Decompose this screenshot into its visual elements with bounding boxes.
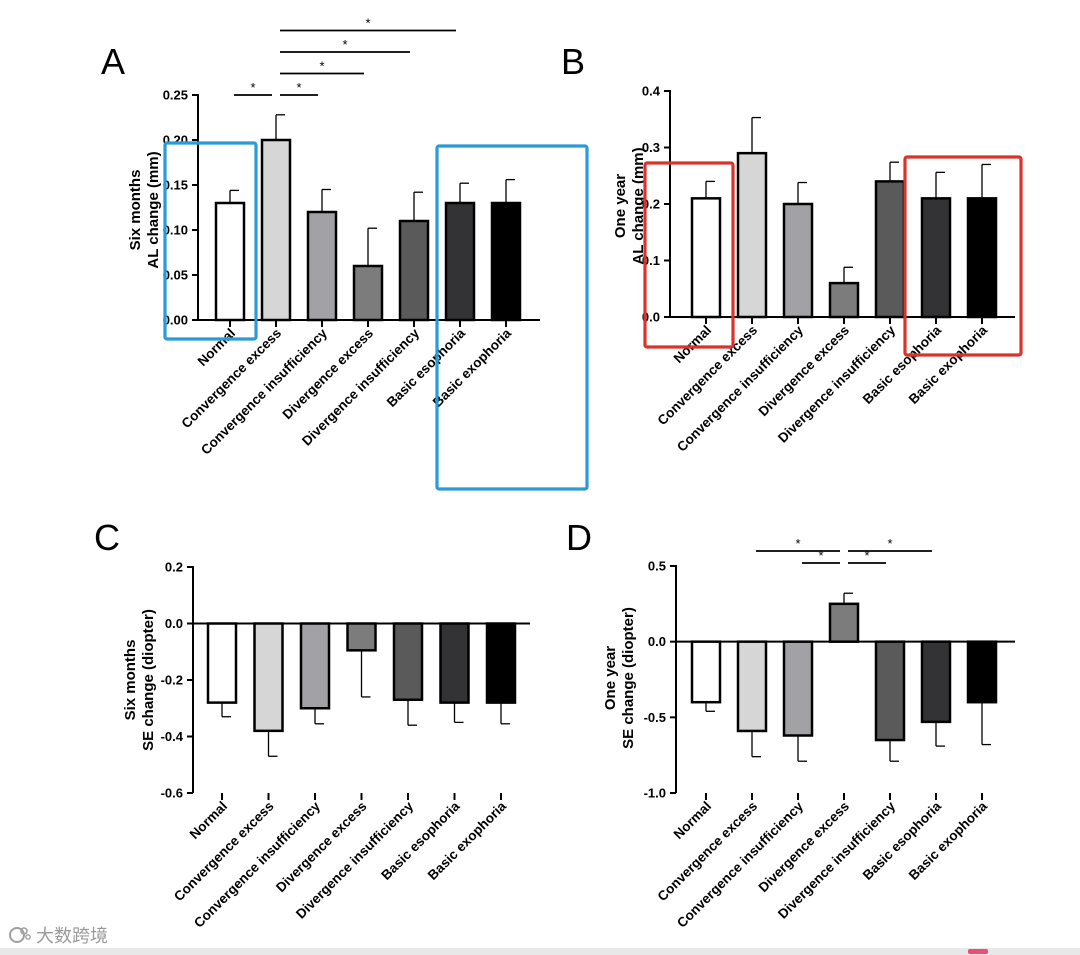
- bar: [253, 622, 284, 733]
- chart-panel-c: C Six monthsSE change (diopter) -0.6 -0.4 -0…: [94, 517, 530, 931]
- category-label: Basic esophoria: [378, 798, 463, 883]
- significance-star: *: [319, 59, 324, 74]
- y-tick-label: -0.4: [161, 729, 184, 744]
- panel-letter: C: [94, 517, 120, 558]
- highlight-box: [643, 161, 735, 349]
- bar: [206, 622, 238, 704]
- bar: [736, 151, 768, 319]
- y-axis-label-line: One year: [602, 646, 619, 710]
- bar: [490, 201, 522, 322]
- y-axis-label: One yearAL change (mm): [612, 147, 647, 264]
- category-label: Basic esophoria: [384, 325, 469, 410]
- y-tick-label: 0.00: [163, 313, 188, 328]
- bar: [966, 640, 998, 704]
- bottom-scrollbar: [0, 948, 1080, 955]
- y-tick-label: 0.05: [163, 268, 188, 283]
- bar: [444, 201, 476, 322]
- significance-star: *: [296, 80, 301, 95]
- scroll-indicator: [968, 949, 988, 954]
- bar: [690, 197, 722, 319]
- panel-letter: A: [101, 41, 125, 82]
- category-label: Divergence excess: [756, 323, 853, 420]
- bar: [828, 281, 860, 319]
- y-tick-label: 0.15: [163, 178, 188, 193]
- bar: [966, 197, 998, 319]
- watermark: 大数跨境: [8, 922, 108, 948]
- y-tick-label: -1.0: [644, 786, 666, 801]
- y-axis-label-line: SE change (diopter): [140, 609, 157, 751]
- y-axis-label: Six monthsAL change (mm): [127, 151, 162, 268]
- bar: [398, 219, 430, 322]
- significance-star: *: [864, 548, 869, 563]
- bar: [690, 640, 722, 704]
- category-label: Divergence excess: [280, 326, 377, 423]
- bar: [828, 602, 860, 643]
- significance-star: *: [365, 16, 370, 31]
- category-label: Divergence excess: [273, 799, 370, 896]
- highlight-box: [435, 144, 589, 491]
- category-label: Basic esophoria: [860, 322, 945, 407]
- significance-star: *: [250, 80, 255, 95]
- category-label: Normal: [187, 799, 230, 842]
- y-tick-label: 0.0: [648, 634, 666, 649]
- category-label: Normal: [195, 326, 238, 369]
- y-tick-label: 0.5: [648, 559, 666, 574]
- y-tick-label: 0.2: [165, 560, 183, 575]
- category-label: Basic exophoria: [425, 798, 510, 883]
- bar: [920, 640, 952, 724]
- logo-icon: [9, 927, 31, 943]
- bar: [782, 640, 814, 737]
- y-tick-label: 0.0: [165, 616, 183, 631]
- y-axis-label-line: SE change (diopter): [620, 607, 637, 749]
- watermark-text: 大数跨境: [36, 926, 108, 947]
- y-tick-label: -0.2: [161, 673, 183, 688]
- y-tick-label: -0.6: [161, 786, 183, 801]
- bar: [874, 180, 906, 319]
- category-label: Divergence excess: [756, 799, 853, 896]
- y-tick-label: 0.25: [163, 88, 188, 103]
- significance-star: *: [887, 536, 892, 551]
- y-axis-label: One yearSE change (diopter): [602, 607, 637, 749]
- highlight-box: [903, 155, 1023, 357]
- category-label: Normal: [671, 323, 714, 366]
- bar: [392, 622, 424, 702]
- y-axis-label-line: AL change (mm): [630, 147, 647, 264]
- significance-star: *: [818, 548, 823, 563]
- bar: [306, 210, 338, 322]
- significance-star: *: [342, 37, 347, 52]
- bar: [214, 201, 246, 322]
- bar: [920, 197, 952, 319]
- significance-star: *: [795, 536, 800, 551]
- y-axis-label-line: Six months: [127, 170, 144, 251]
- y-tick-label: -0.5: [644, 710, 666, 725]
- bar: [874, 640, 906, 742]
- highlight-box: [163, 141, 258, 341]
- chart-panel-a: A Six monthsAL change (mm) 0.00 0.05 0.10 0.1…: [101, 16, 589, 491]
- y-tick-label: 0.3: [642, 140, 660, 155]
- bar: [439, 622, 470, 704]
- y-axis-label-line: One year: [612, 174, 629, 238]
- y-axis-label-line: Six months: [122, 640, 139, 721]
- category-label: Basic esophoria: [860, 798, 945, 883]
- y-axis-label: Six monthsSE change (diopter): [122, 609, 157, 751]
- bar: [346, 622, 377, 652]
- y-tick-label: 0.10: [163, 223, 188, 238]
- bar: [352, 264, 384, 322]
- chart-panel-d: D One yearSE change (diopter) -1.0 -0.5 0.0 0…: [566, 517, 1015, 931]
- category-label: Basic exophoria: [906, 798, 991, 883]
- y-tick-label: 0.4: [642, 84, 661, 99]
- panel-letter: D: [566, 517, 592, 558]
- category-label: Basic exophoria: [906, 322, 991, 407]
- category-label: Basic exophoria: [430, 325, 515, 410]
- panel-letter: B: [561, 41, 585, 82]
- bar: [736, 640, 768, 733]
- bar: [299, 622, 331, 710]
- bar: [260, 138, 292, 322]
- category-label: Normal: [671, 799, 714, 842]
- bar: [485, 622, 517, 704]
- y-axis-label-line: AL change (mm): [145, 151, 162, 268]
- bar: [782, 202, 814, 319]
